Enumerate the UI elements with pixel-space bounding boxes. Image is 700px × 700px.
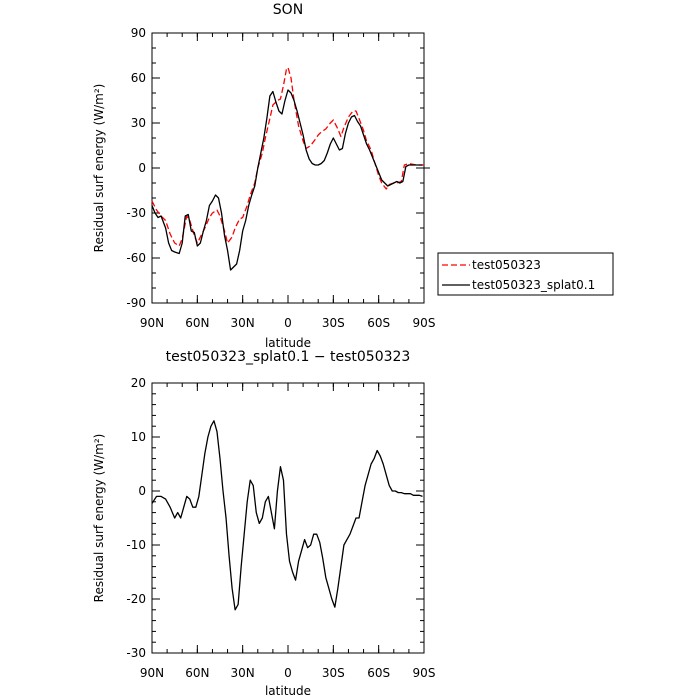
x-tick-label: 60S [367, 666, 390, 680]
y-tick-label: -10 [126, 538, 146, 552]
x-axis-bottom: 90N 60N 30N 0 30S 60S 90S [140, 383, 436, 680]
y-axis-title-bottom: Residual surf energy (W/m²) [92, 434, 106, 603]
chart-top: SON 90 60 30 0 -30 -60 -90 90N 60N 30N 0 30S 60S 90S… [92, 2, 435, 350]
y-tick-label: 30 [131, 116, 146, 130]
x-tick-label: 90N [140, 666, 164, 680]
legend-label-test050323: test050323 [472, 258, 541, 272]
x-tick-label: 90N [140, 316, 164, 330]
y-axis-title-top-text: Residual surf energy (W/m²) [92, 84, 106, 253]
y-tick-label: -60 [126, 251, 146, 265]
y-tick-label: 0 [138, 484, 146, 498]
x-tick-label: 30N [231, 316, 255, 330]
series-group-bottom [151, 420, 423, 611]
chart-title-top: SON [273, 2, 303, 18]
y-tick-label: 20 [131, 376, 146, 390]
legend-label-splat: test050323_splat0.1 [472, 278, 595, 292]
plot-frame-top [151, 32, 425, 304]
x-tick-label: 90S [413, 666, 436, 680]
x-tick-label: 30S [322, 666, 345, 680]
y-axis-top: 90 60 30 0 -30 -60 -90 [126, 26, 424, 310]
y-tick-label: -30 [126, 646, 146, 660]
legend: test050323 test050323_splat0.1 [437, 252, 614, 296]
chart-bottom: test050323_splat0.1 − test050323 20 10 0 -1… [92, 349, 435, 698]
plot-frame-bottom [151, 382, 425, 654]
chart-title-bottom: test050323_splat0.1 − test050323 [166, 349, 411, 365]
series-line-test050323 [151, 66, 424, 247]
series-line-test050323-splat0-1 [151, 89, 423, 271]
x-tick-label: 60N [185, 316, 209, 330]
y-tick-label: -30 [126, 206, 146, 220]
y-tick-label: 60 [131, 71, 146, 85]
x-tick-label: 0 [284, 316, 292, 330]
x-tick-label: 60N [185, 666, 209, 680]
y-axis-bottom: 20 10 0 -10 -20 -30 [126, 376, 424, 660]
x-tick-label: 90S [413, 316, 436, 330]
x-axis-top: 90N 60N 30N 0 30S 60S 90S [140, 33, 436, 330]
x-axis-title-bottom: latitude [265, 684, 311, 698]
y-tick-label: -90 [126, 296, 146, 310]
x-tick-label: 30N [231, 666, 255, 680]
y-tick-label: 90 [131, 26, 146, 40]
legend-box [437, 252, 614, 296]
series-line-difference [151, 420, 423, 611]
series-group-top [151, 66, 424, 271]
x-tick-label: 30S [322, 316, 345, 330]
y-tick-label: -20 [126, 592, 146, 606]
x-tick-label: 60S [367, 316, 390, 330]
y-tick-label: 0 [138, 161, 146, 175]
x-tick-label: 0 [284, 666, 292, 680]
x-axis-title-top: latitude [265, 336, 311, 350]
y-axis-title-top: Residual surf energy (W/m²) [92, 84, 106, 253]
y-tick-label: 10 [131, 430, 146, 444]
y-axis-title-bottom-text: Residual surf energy (W/m²) [92, 434, 106, 603]
